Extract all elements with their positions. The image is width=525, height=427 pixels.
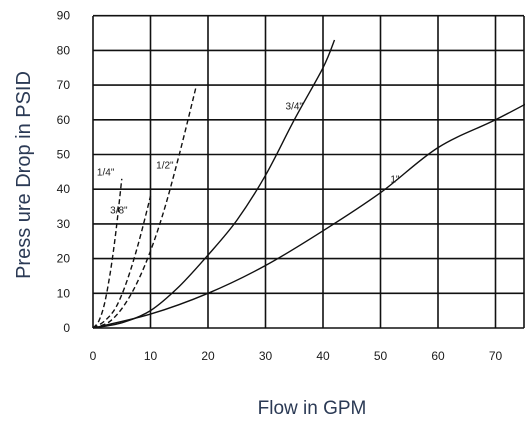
x-tick-label: 60 bbox=[431, 349, 445, 363]
y-tick-label: 50 bbox=[57, 148, 71, 162]
x-tick-label: 50 bbox=[374, 349, 388, 363]
x-tick-label: 0 bbox=[90, 349, 97, 363]
series-line-2 bbox=[92, 195, 152, 329]
series-line-4 bbox=[92, 39, 336, 329]
y-tick-label: 0 bbox=[63, 321, 70, 335]
y-tick-label: 70 bbox=[57, 78, 71, 92]
series-line-3 bbox=[92, 84, 198, 329]
y-tick-label: 40 bbox=[57, 182, 71, 196]
y-tick-label: 30 bbox=[57, 217, 71, 231]
x-tick-label: 20 bbox=[201, 349, 215, 363]
curve-label-1: 1/4" bbox=[97, 167, 115, 178]
curve-label-5: 1" bbox=[390, 174, 400, 185]
x-tick-labels: 0 10 20 30 40 50 60 70 bbox=[90, 349, 503, 363]
grid bbox=[92, 14, 525, 329]
curve-labels: 1/4" 3/8" 1/2" 3/4" 1" bbox=[97, 101, 400, 216]
y-tick-label: 90 bbox=[57, 9, 71, 23]
y-tick-label: 60 bbox=[57, 113, 71, 127]
y-tick-labels: 0 10 20 30 40 50 60 70 80 90 bbox=[57, 9, 71, 335]
y-tick-label: 20 bbox=[57, 252, 71, 266]
x-tick-label: 40 bbox=[316, 349, 330, 363]
y-tick-label: 80 bbox=[57, 43, 71, 57]
x-tick-label: 70 bbox=[489, 349, 503, 363]
y-axis-title: Press ure Drop in PSID bbox=[13, 71, 35, 279]
series-line-1 bbox=[92, 178, 123, 329]
x-tick-label: 10 bbox=[144, 349, 158, 363]
x-tick-label: 30 bbox=[259, 349, 273, 363]
curve-label-2: 3/8" bbox=[110, 205, 128, 216]
y-tick-label: 10 bbox=[57, 286, 71, 300]
x-axis-title: Flow in GPM bbox=[258, 398, 367, 419]
curve-label-3: 1/2" bbox=[156, 160, 174, 171]
curve-label-4: 3/4" bbox=[286, 101, 304, 112]
curves bbox=[92, 39, 525, 329]
series-line-5 bbox=[92, 103, 525, 329]
